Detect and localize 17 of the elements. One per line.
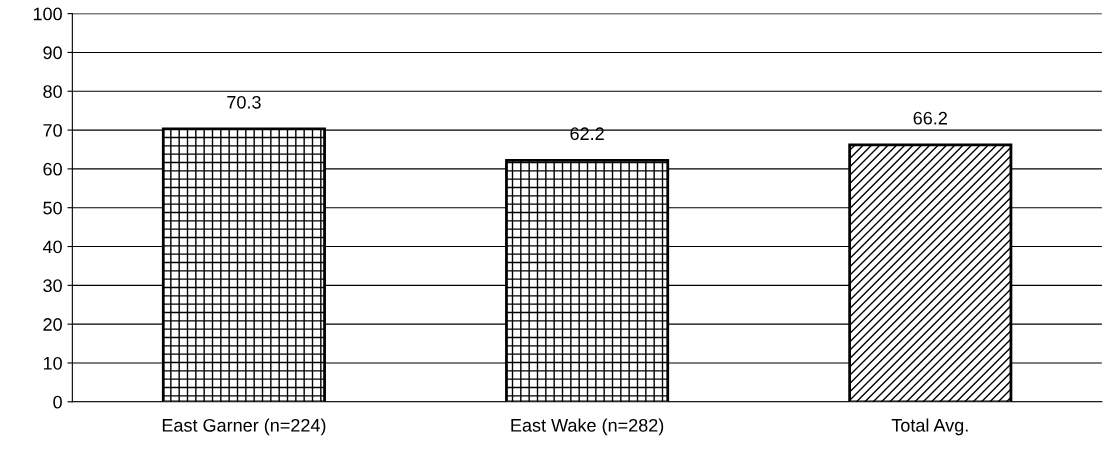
y-tick-label: 30: [43, 279, 62, 293]
y-tick-label: 20: [43, 318, 62, 331]
data-label: 66.2: [913, 111, 947, 125]
y-tick-label: 80: [43, 85, 62, 98]
y-tick-label: 90: [43, 46, 62, 60]
y-tick-label: 0: [53, 395, 62, 409]
y-tick-label: 70: [43, 124, 62, 137]
data-label: 70.3: [227, 95, 261, 109]
y-tick-label: 10: [43, 356, 62, 370]
y-tick-label: 50: [43, 201, 62, 215]
x-tick-label: East Garner (n=224): [162, 418, 326, 436]
y-tick-label: 40: [42, 240, 62, 254]
y-tick-label: 60: [43, 162, 62, 176]
x-tick-label: East Wake (n=282): [511, 418, 664, 436]
data-label: 62.2: [570, 127, 604, 141]
x-tick-label: Total Avg.: [891, 418, 968, 436]
y-tick-label: 100: [33, 7, 62, 21]
